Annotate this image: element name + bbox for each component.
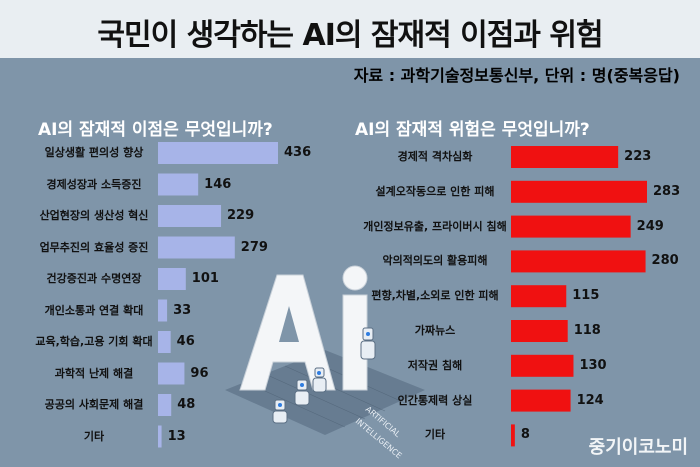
benefit-bar-5 bbox=[158, 299, 168, 322]
risk-value-2: 249 bbox=[636, 218, 664, 234]
benefits-chart-title: AI의 잠재적 이점은 무엇입니까? bbox=[38, 120, 273, 140]
risk-category-8: 기타 bbox=[424, 428, 446, 442]
benefit-value-6: 46 bbox=[176, 334, 195, 349]
benefit-bar-9 bbox=[158, 425, 162, 448]
risk-bar-2 bbox=[511, 215, 631, 238]
risk-value-3: 280 bbox=[651, 253, 679, 269]
risk-value-0: 223 bbox=[624, 149, 652, 164]
benefit-value-7: 96 bbox=[190, 365, 209, 381]
benefit-bar-2 bbox=[158, 205, 222, 227]
benefit-category-7: 과학적 난제 해결 bbox=[54, 366, 134, 380]
benefit-bar-6 bbox=[158, 331, 171, 353]
risk-category-7: 인간통제력 상실 bbox=[397, 393, 473, 407]
benefit-value-0: 436 bbox=[284, 145, 312, 160]
benefit-category-3: 업무추진의 효율성 증진 bbox=[39, 240, 149, 254]
benefit-bar-1 bbox=[158, 173, 199, 196]
benefit-category-0: 일상생활 편의성 향상 bbox=[44, 146, 144, 159]
benefit-value-1: 146 bbox=[204, 176, 232, 192]
risk-category-1: 설계오작동으로 인한 피해 bbox=[375, 184, 495, 198]
risk-category-0: 경제적 격차심화 bbox=[397, 150, 473, 163]
risks-chart-title: AI의 잠재적 위험은 무엇입니까? bbox=[355, 120, 590, 140]
risk-bar-1 bbox=[511, 180, 647, 203]
benefit-value-5: 33 bbox=[173, 302, 192, 318]
risk-value-4: 115 bbox=[572, 288, 600, 304]
risk-bar-6 bbox=[511, 354, 574, 377]
benefit-category-5: 개인소통과 연결 확대 bbox=[44, 303, 144, 317]
risk-category-6: 저작권 침해 bbox=[407, 358, 463, 372]
benefit-value-2: 229 bbox=[227, 208, 255, 223]
source-note: 자료 : 과학기술정보통신부, 단위 : 명(중복응답) bbox=[353, 66, 680, 85]
risk-value-7: 124 bbox=[576, 392, 604, 408]
title-band bbox=[0, 0, 700, 58]
page-title: 국민이 생각하는 AI의 잠재적 이점과 위험 bbox=[97, 18, 603, 53]
benefit-category-9: 기타 bbox=[83, 429, 105, 443]
benefit-bar-3 bbox=[158, 236, 235, 259]
benefit-value-3: 279 bbox=[240, 239, 268, 255]
risk-category-2: 개인정보유출, 프라이버시 침해 bbox=[363, 219, 507, 233]
benefit-bar-7 bbox=[158, 362, 185, 385]
risk-value-8: 8 bbox=[520, 427, 530, 443]
risk-bar-4 bbox=[511, 285, 567, 308]
risk-bar-8 bbox=[511, 424, 515, 447]
benefit-bar-8 bbox=[158, 394, 172, 416]
benefit-value-9: 13 bbox=[167, 428, 186, 444]
benefit-category-4: 건강증진과 수명연장 bbox=[46, 272, 142, 285]
risk-bar-3 bbox=[511, 250, 646, 273]
benefit-value-4: 101 bbox=[191, 271, 219, 286]
risk-bar-5 bbox=[511, 320, 568, 342]
risk-category-4: 편향,차별,소외로 인한 피해 bbox=[371, 289, 499, 303]
benefit-bar-4 bbox=[158, 268, 186, 290]
benefit-category-8: 공공의 사회문제 해결 bbox=[44, 398, 144, 411]
risk-value-5: 118 bbox=[573, 323, 601, 338]
watermark: 중기이코노미 bbox=[588, 437, 688, 458]
benefit-category-1: 경제성장과 소득증진 bbox=[46, 177, 142, 191]
risk-category-5: 가짜뉴스 bbox=[414, 324, 456, 337]
benefit-value-8: 48 bbox=[177, 397, 196, 412]
risk-category-3: 악의적의도의 활용피해 bbox=[382, 254, 488, 268]
risk-value-1: 283 bbox=[653, 183, 681, 199]
risk-bar-7 bbox=[511, 389, 571, 412]
benefit-category-6: 교육,학습,고용 기회 확대 bbox=[35, 335, 153, 348]
risk-value-6: 130 bbox=[579, 357, 607, 373]
benefit-bar-0 bbox=[158, 142, 278, 164]
risk-bar-0 bbox=[511, 146, 619, 168]
benefit-category-2: 산업현장의 생산성 혁신 bbox=[39, 209, 149, 222]
ai-illustration: ARTIFICIAL INTELLIGENCE bbox=[225, 265, 425, 460]
